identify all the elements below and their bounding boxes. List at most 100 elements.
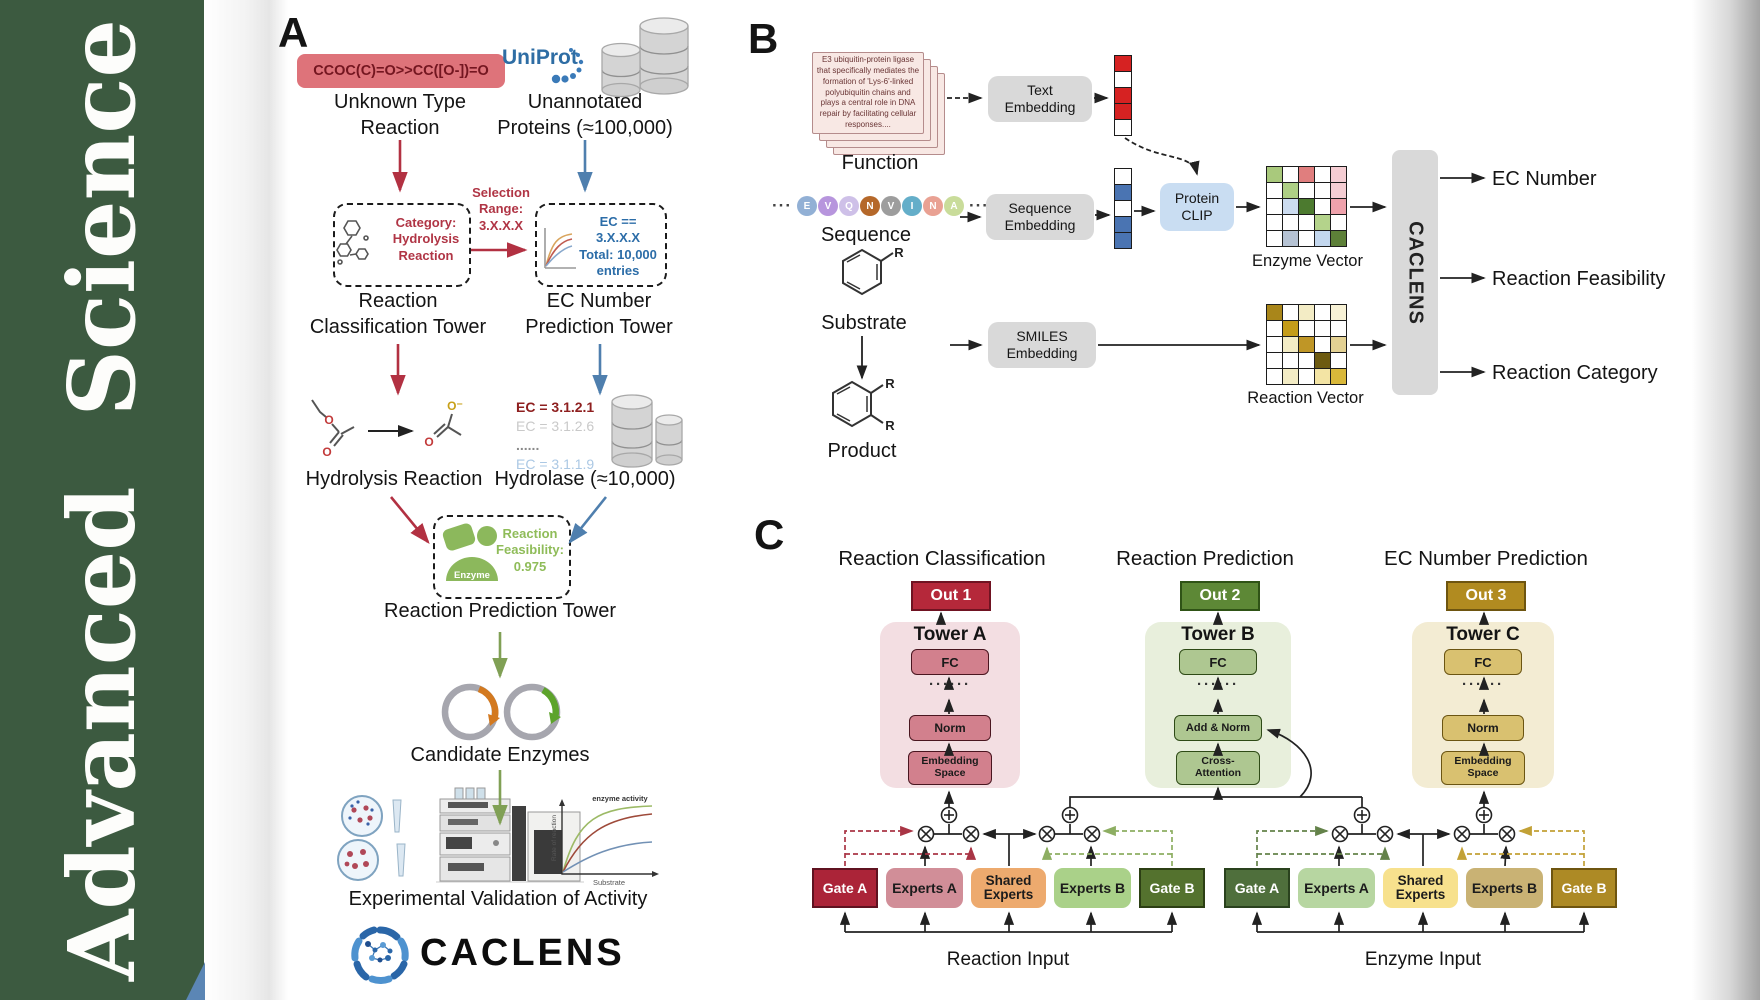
matrix-cell: [1313, 319, 1331, 337]
matrix-cell: [1313, 367, 1331, 385]
matrix-cell: [1265, 351, 1283, 369]
panel-b-arrows: [856, 92, 1486, 380]
matrix-cell: [1313, 335, 1331, 353]
matrix-cell: [1113, 70, 1132, 88]
product-molecule: [832, 380, 884, 428]
acetate-molecule: [433, 413, 462, 438]
matrix-cell: [1313, 165, 1331, 183]
ec-range-text: EC == 3.X.X.X Total: 10,000 entries: [579, 214, 657, 278]
matrix-cell: [1265, 367, 1283, 385]
matrix-cell: [1329, 165, 1347, 183]
matrix-cell: [1281, 351, 1299, 369]
matrix-cell: [1113, 231, 1132, 249]
matrix-cell: [1313, 351, 1331, 369]
matrix-cell: [1113, 86, 1132, 104]
activity-chart-icon: [559, 799, 659, 877]
tower-c-norm: Norm: [1442, 715, 1524, 741]
output-reaction-feasibility: Reaction Feasibility: [1492, 268, 1666, 290]
feasibility-text: Reaction Feasibility: 0.975: [496, 526, 564, 574]
matrix-cell: [1265, 181, 1283, 199]
matrix-cell: [1297, 367, 1315, 385]
tower-a-dots: ······: [929, 676, 971, 693]
enzyme-input-label: Enzyme Input: [1364, 949, 1482, 970]
column-header-reaction-classification: Reaction Classification: [838, 547, 1046, 570]
ec-prediction-dashed-box: [535, 203, 667, 287]
matrix-cell: [1281, 229, 1299, 247]
substrate-label: Substrate: [821, 312, 907, 334]
moe-box-shared-experts: Shared Experts: [971, 868, 1046, 908]
category-hydrolysis-text: Category: Hydrolysis Reaction: [392, 215, 460, 263]
substrate-molecule: [842, 248, 894, 296]
selection-range-text: Selection Range: 3.X.X.X: [472, 185, 530, 233]
panel-c-gate-lines: [844, 825, 1585, 866]
tower-c-dots: ······: [1462, 676, 1504, 693]
caclens-model-box: CACLENS: [1392, 150, 1438, 395]
page-edge-shadow-left: [204, 0, 288, 1000]
matrix-cell: [1329, 319, 1347, 337]
matrix-cell: [1329, 367, 1347, 385]
ec-list-item: ......: [516, 437, 540, 453]
matrix-cell: [1329, 351, 1347, 369]
matrix-cell: [1281, 319, 1299, 337]
matrix-cell: [1113, 215, 1132, 233]
matrix-cell: [1113, 102, 1132, 120]
matrix-cell: [1113, 118, 1132, 136]
page-edge-shadow-right: [1692, 0, 1760, 1000]
text-embedding-box: Text Embedding: [988, 76, 1092, 122]
tower-b-fc: FC: [1179, 649, 1257, 675]
ester-molecule: [311, 399, 355, 447]
function-label: Function: [841, 152, 919, 174]
matrix-cell: [1329, 181, 1347, 199]
product-r-group-1: R: [885, 376, 895, 391]
moe-box-gate-b: Gate B: [1139, 868, 1205, 908]
tower-c-fc: FC: [1444, 649, 1522, 675]
tower-a-title: Tower A: [913, 624, 987, 645]
matrix-cell: [1281, 303, 1299, 321]
caclens-wordmark: CACLENS: [420, 932, 625, 974]
hydrolysis-reaction-label: Hydrolysis Reaction: [305, 468, 483, 490]
matrix-cell: [1297, 165, 1315, 183]
sequence-embedding-vector: [1113, 167, 1132, 249]
caclens-logo-icon: [351, 926, 409, 984]
uniprot-logo: UniProt: [502, 46, 578, 69]
column-header-reaction-prediction: Reaction Prediction: [1116, 547, 1294, 570]
product-label: Product: [827, 440, 897, 462]
moe-box-gate-b: Gate B: [1551, 868, 1617, 908]
output-reaction-category: Reaction Category: [1492, 362, 1658, 384]
matrix-cell: [1265, 319, 1283, 337]
reaction-classification-dashed-box: [333, 203, 471, 287]
classification-tower-label: Reaction Classification Tower: [309, 290, 487, 338]
matrix-cell: [1297, 303, 1315, 321]
candidate-enzymes-label: Candidate Enzymes: [410, 744, 590, 766]
tower-b-dots: ······: [1197, 676, 1239, 693]
matrix-cell: [1297, 351, 1315, 369]
sequence-label: Sequence: [820, 224, 912, 246]
panel-c-operators: [917, 806, 1516, 843]
prediction-tower-label: Reaction Prediction Tower: [384, 600, 616, 622]
matrix-cell: [1313, 181, 1331, 199]
column-header-ec-number-prediction: EC Number Prediction: [1384, 547, 1588, 570]
journal-word-science: Science: [48, 19, 156, 417]
tower-c-embedding-space: Embedding Space: [1441, 751, 1525, 785]
tower-b: Tower B FC ······ Add & Norm Cross- Atte…: [1145, 622, 1291, 788]
matrix-cell: [1329, 303, 1347, 321]
enzyme-vector-label: Enzyme Vector: [1252, 252, 1363, 270]
matrix-cell: [1297, 181, 1315, 199]
tower-c-title: Tower C: [1446, 624, 1520, 645]
matrix-cell: [1281, 335, 1299, 353]
out1-box: Out 1: [911, 581, 991, 611]
moe-group-reaction: Gate A Experts A Shared Experts Experts B Ga…: [812, 868, 1205, 908]
product-r-group-2: R: [885, 418, 895, 433]
matrix-cell: [1265, 197, 1283, 215]
ester-carbonyl-oxygen: O: [322, 445, 331, 459]
matrix-cell: [1113, 199, 1132, 217]
journal-title: Advanced Science: [0, 0, 204, 1000]
matrix-cell: [1313, 229, 1331, 247]
panel-c-label: C: [754, 511, 785, 558]
matrix-cell: [1297, 335, 1315, 353]
hydrolase-databases-icon: [611, 394, 683, 468]
text-embedding-vector: [1113, 54, 1132, 136]
residue-circle-I: I: [901, 196, 922, 216]
matrix-cell: [1281, 165, 1299, 183]
